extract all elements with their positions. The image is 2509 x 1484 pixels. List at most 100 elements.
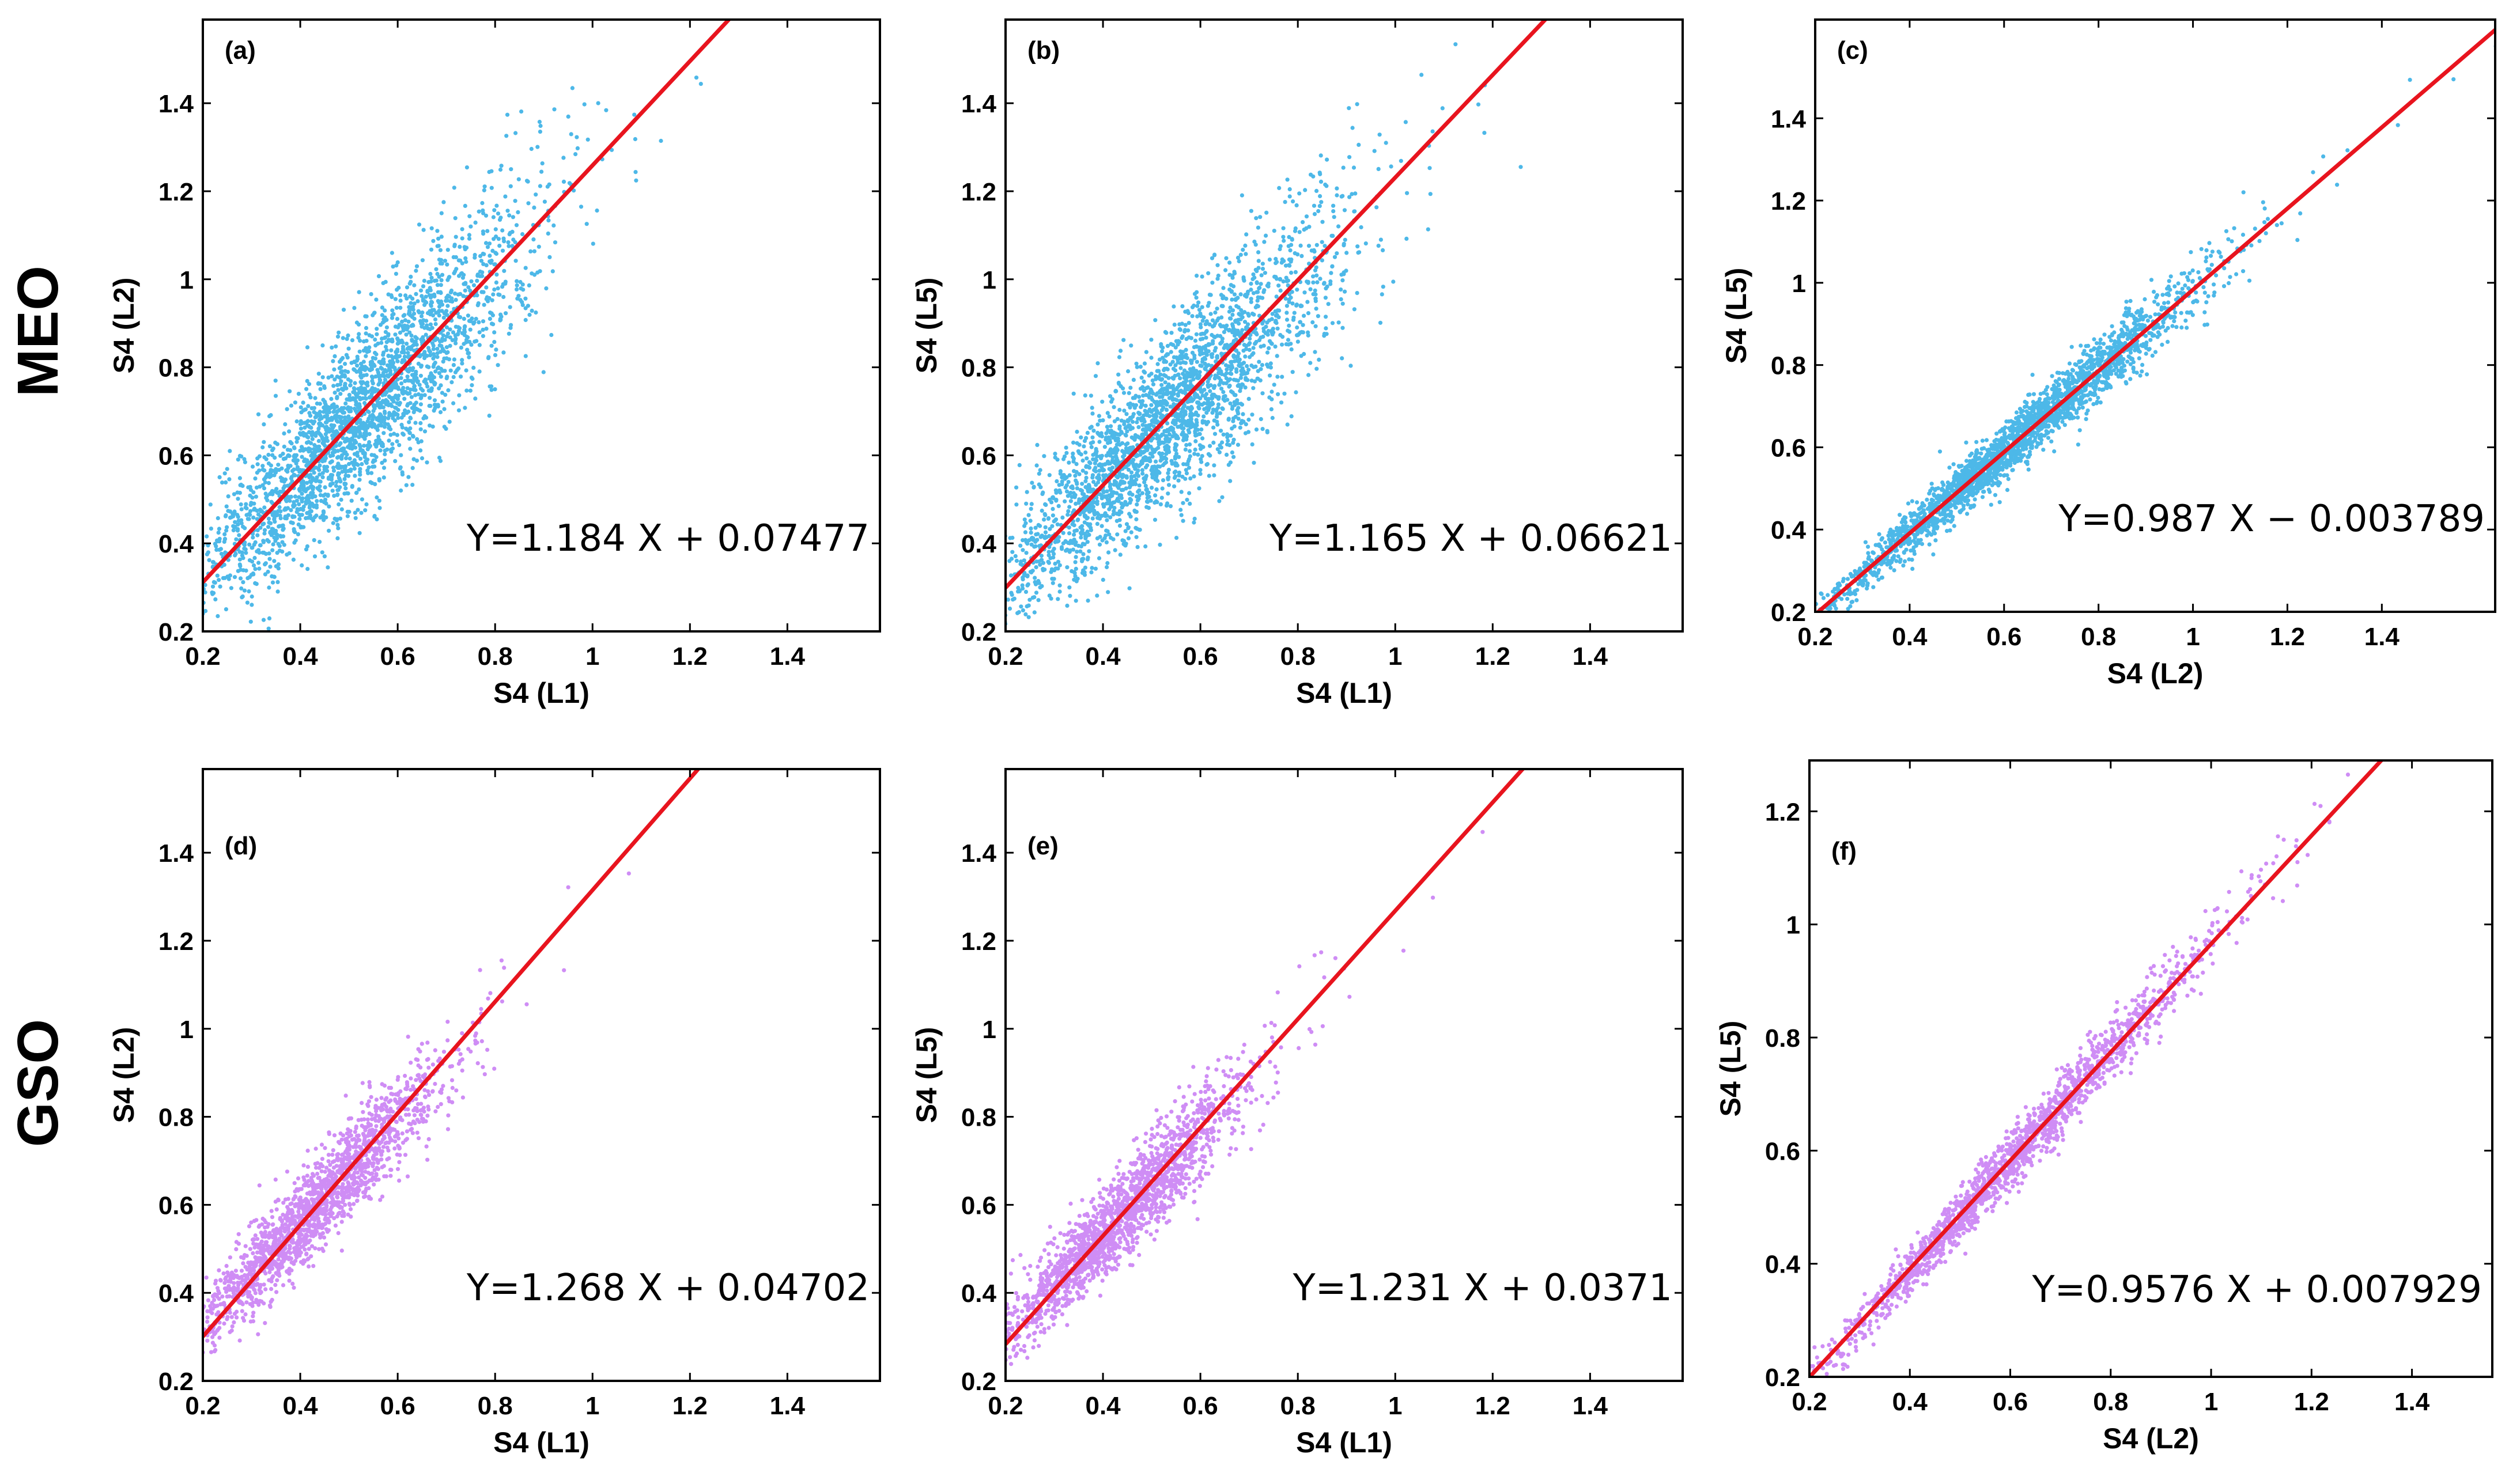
scatter-point [444,351,449,355]
scatter-point [415,299,420,304]
scatter-point [424,381,429,386]
scatter-point [345,491,349,495]
scatter-point [331,402,336,407]
scatter-point [1138,528,1142,532]
scatter-point [1253,364,1258,369]
scatter-point [339,497,343,502]
scatter-point [1140,468,1145,472]
scatter-point [221,576,225,581]
scatter-point [1057,583,1062,588]
scatter-point [260,467,265,472]
scatter-point [1204,329,1209,334]
scatter-point [1295,339,1300,344]
scatter-point [350,338,355,343]
scatter-point [306,486,311,491]
scatter-point [396,407,400,412]
scatter-point [255,528,260,533]
scatter-point [1287,187,1292,192]
scatter-point [1215,277,1220,281]
scatter-point [1160,395,1165,399]
scatter-point [1263,271,1267,275]
scatter-point [317,479,322,484]
scatter-point [500,248,505,253]
scatter-point [1129,530,1133,535]
scatter-point [267,616,272,620]
scatter-point [1034,565,1038,570]
fit-equation: Y=1.184 X + 0.07477 [466,517,870,560]
scatter-point [1089,425,1094,429]
scatter-point [376,434,381,439]
scatter-point [1295,287,1299,292]
scatter-point [1229,342,1233,347]
scatter-point [452,292,458,296]
scatter-point [1123,499,1128,504]
scatter-point [1095,480,1101,485]
scatter-point [1194,332,1199,336]
scatter-point [1029,531,1033,535]
scatter-point [1028,518,1033,523]
scatter-point [341,308,346,312]
scatter-point [224,504,229,509]
scatter-point [277,524,282,528]
scatter-point [1040,508,1044,513]
scatter-point [1119,488,1124,493]
scatter-point [439,374,443,379]
scatter-point [1323,182,1328,187]
scatter-point [256,512,260,517]
scatter-point [1254,269,1259,274]
scatter-point [237,476,242,480]
scatter-point [1200,274,1204,279]
scatter-point [1203,322,1208,327]
scatter-point [1216,370,1221,375]
scatter-point [260,445,265,450]
scatter-point [338,392,343,396]
scatter-point [1325,157,1329,162]
scatter-point [296,532,301,537]
scatter-point [214,544,218,548]
scatter-point [1267,258,1272,262]
scatter-point [1033,544,1038,548]
scatter-point [520,300,524,305]
scatter-point [1071,440,1076,445]
scatter-point [1068,499,1073,504]
scatter-point [1182,403,1187,408]
scatter-point [357,290,361,294]
scatter-point [552,107,557,112]
scatter-point [362,444,366,448]
scatter-point [1223,327,1229,331]
scatter-point [404,483,409,487]
scatter-point [494,347,498,352]
scatter-point [1228,479,1233,483]
scatter-point [477,330,482,335]
scatter-point [460,275,466,280]
scatter-point [311,485,316,490]
scatter-point [513,131,518,135]
scatter-point [395,287,399,292]
scatter-point [567,181,572,186]
scatter-point [1244,422,1248,427]
scatter-point [1274,256,1278,262]
scatter-point [1161,463,1165,468]
scatter-point [1326,302,1331,306]
scatter-point [1311,174,1316,179]
scatter-point [496,286,500,291]
scatter-point [293,494,298,499]
scatter-point [1001,557,1005,561]
scatter-point [1023,589,1029,594]
x-tick-label: 1.2 [672,642,708,671]
scatter-point [1173,373,1177,378]
scatter-point [1215,263,1220,267]
scatter-point [194,562,198,566]
scatter-point [1197,370,1202,374]
scatter-point [1183,447,1188,452]
scatter-point [408,401,413,406]
scatter-point [405,285,410,290]
scatter-point [1287,323,1291,328]
scatter-point [1061,473,1066,478]
scatter-point [370,359,375,364]
scatter-point [1200,305,1204,309]
scatter-point [1128,514,1133,519]
scatter-point [346,415,351,420]
scatter-point [549,332,554,338]
scatter-point [1270,415,1275,421]
